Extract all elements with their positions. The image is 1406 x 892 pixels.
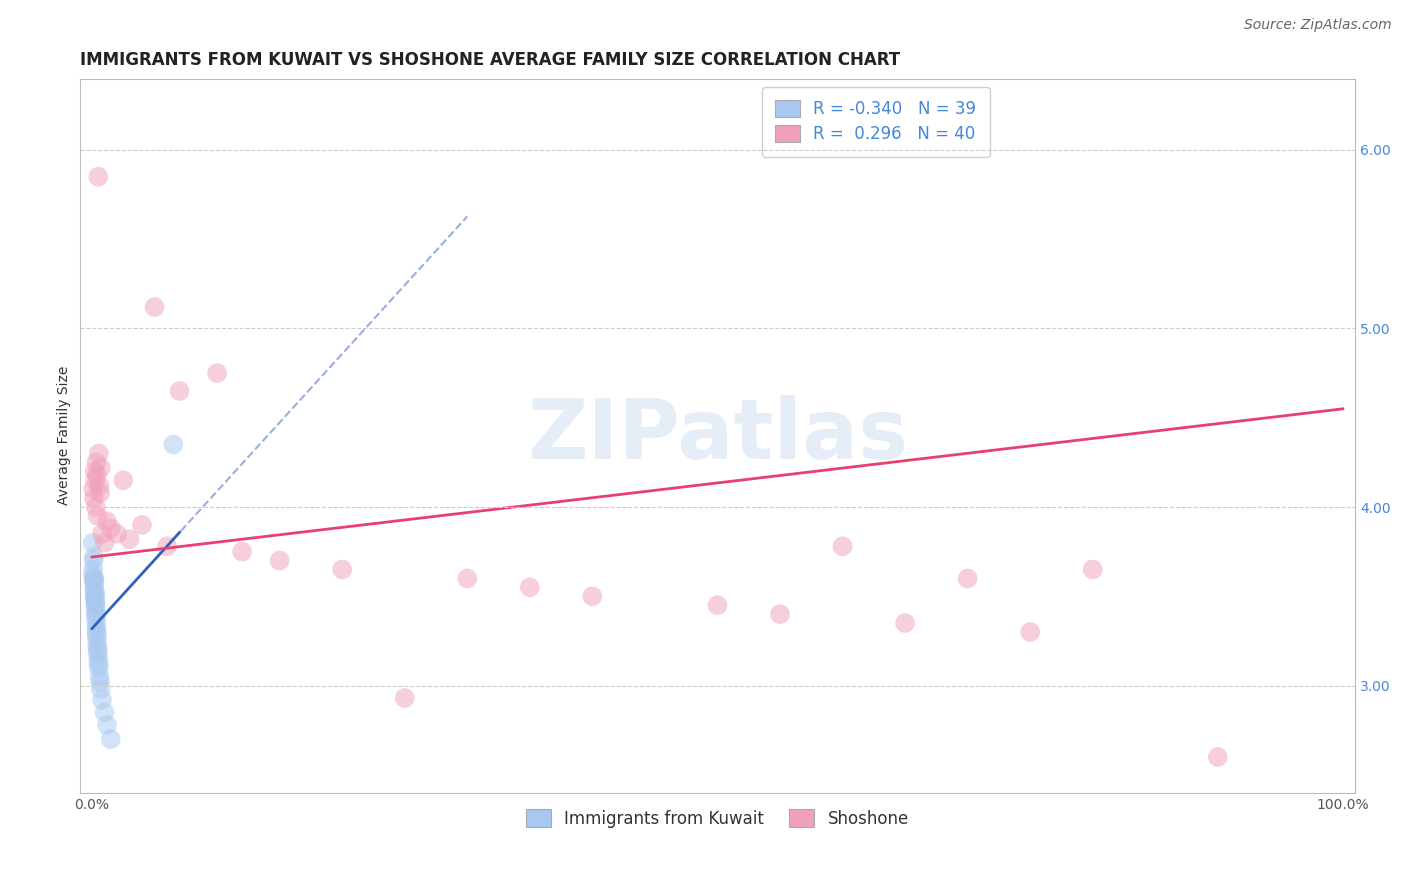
Point: [1081, 562, 1104, 576]
Point: [86, 455, 108, 469]
Point: [83, 585, 105, 599]
Point: [83, 574, 105, 589]
Point: [89, 670, 111, 684]
Point: [86, 625, 108, 640]
Point: [205, 366, 228, 380]
Point: [87, 661, 110, 675]
Point: [86, 467, 108, 482]
Text: Source: ZipAtlas.com: Source: ZipAtlas.com: [1244, 18, 1392, 32]
Point: [894, 615, 917, 630]
Point: [84, 615, 107, 630]
Point: [162, 437, 184, 451]
Point: [956, 571, 979, 585]
Point: [87, 169, 110, 184]
Point: [91, 526, 114, 541]
Point: [105, 526, 128, 541]
Point: [83, 592, 105, 607]
Point: [96, 514, 118, 528]
Point: [89, 485, 111, 500]
Point: [83, 574, 105, 589]
Point: [169, 384, 191, 398]
Point: [83, 589, 105, 603]
Point: [330, 562, 353, 576]
Point: [87, 657, 110, 672]
Point: [84, 598, 107, 612]
Point: [831, 539, 853, 553]
Point: [86, 622, 108, 636]
Point: [82, 482, 104, 496]
Point: [706, 598, 728, 612]
Point: [87, 446, 110, 460]
Point: [269, 553, 291, 567]
Point: [90, 460, 112, 475]
Text: IMMIGRANTS FROM KUWAIT VS SHOSHONE AVERAGE FAMILY SIZE CORRELATION CHART: IMMIGRANTS FROM KUWAIT VS SHOSHONE AVERA…: [80, 51, 900, 69]
Point: [86, 634, 108, 648]
Point: [84, 592, 107, 607]
Point: [86, 629, 108, 643]
Point: [394, 691, 416, 706]
Point: [86, 640, 108, 654]
Point: [82, 535, 104, 549]
Point: [86, 508, 108, 523]
Y-axis label: Average Family Size: Average Family Size: [58, 366, 72, 505]
Point: [84, 598, 107, 612]
Point: [83, 571, 105, 585]
Point: [84, 473, 107, 487]
Point: [83, 571, 105, 585]
Point: [156, 539, 179, 553]
Text: ZIPatlas: ZIPatlas: [527, 395, 908, 476]
Point: [1019, 625, 1042, 640]
Point: [93, 706, 115, 720]
Point: [581, 589, 603, 603]
Point: [83, 580, 105, 594]
Point: [83, 553, 105, 567]
Point: [100, 521, 122, 535]
Point: [519, 580, 541, 594]
Point: [83, 549, 105, 564]
Point: [82, 567, 104, 582]
Point: [231, 544, 253, 558]
Point: [84, 610, 107, 624]
Point: [84, 603, 107, 617]
Point: [456, 571, 478, 585]
Point: [143, 300, 166, 314]
Point: [89, 478, 111, 492]
Point: [82, 562, 104, 576]
Point: [84, 585, 107, 599]
Point: [1206, 750, 1229, 764]
Point: [87, 647, 110, 661]
Legend: Immigrants from Kuwait, Shoshone: Immigrants from Kuwait, Shoshone: [519, 803, 915, 834]
Point: [84, 607, 107, 621]
Point: [112, 473, 135, 487]
Point: [83, 491, 105, 505]
Point: [83, 464, 105, 478]
Point: [118, 532, 141, 546]
Point: [93, 535, 115, 549]
Point: [131, 517, 153, 532]
Point: [84, 500, 107, 514]
Point: [86, 643, 108, 657]
Point: [89, 675, 111, 690]
Point: [96, 718, 118, 732]
Point: [769, 607, 792, 621]
Point: [90, 682, 112, 697]
Point: [87, 652, 110, 666]
Point: [91, 693, 114, 707]
Point: [100, 732, 122, 747]
